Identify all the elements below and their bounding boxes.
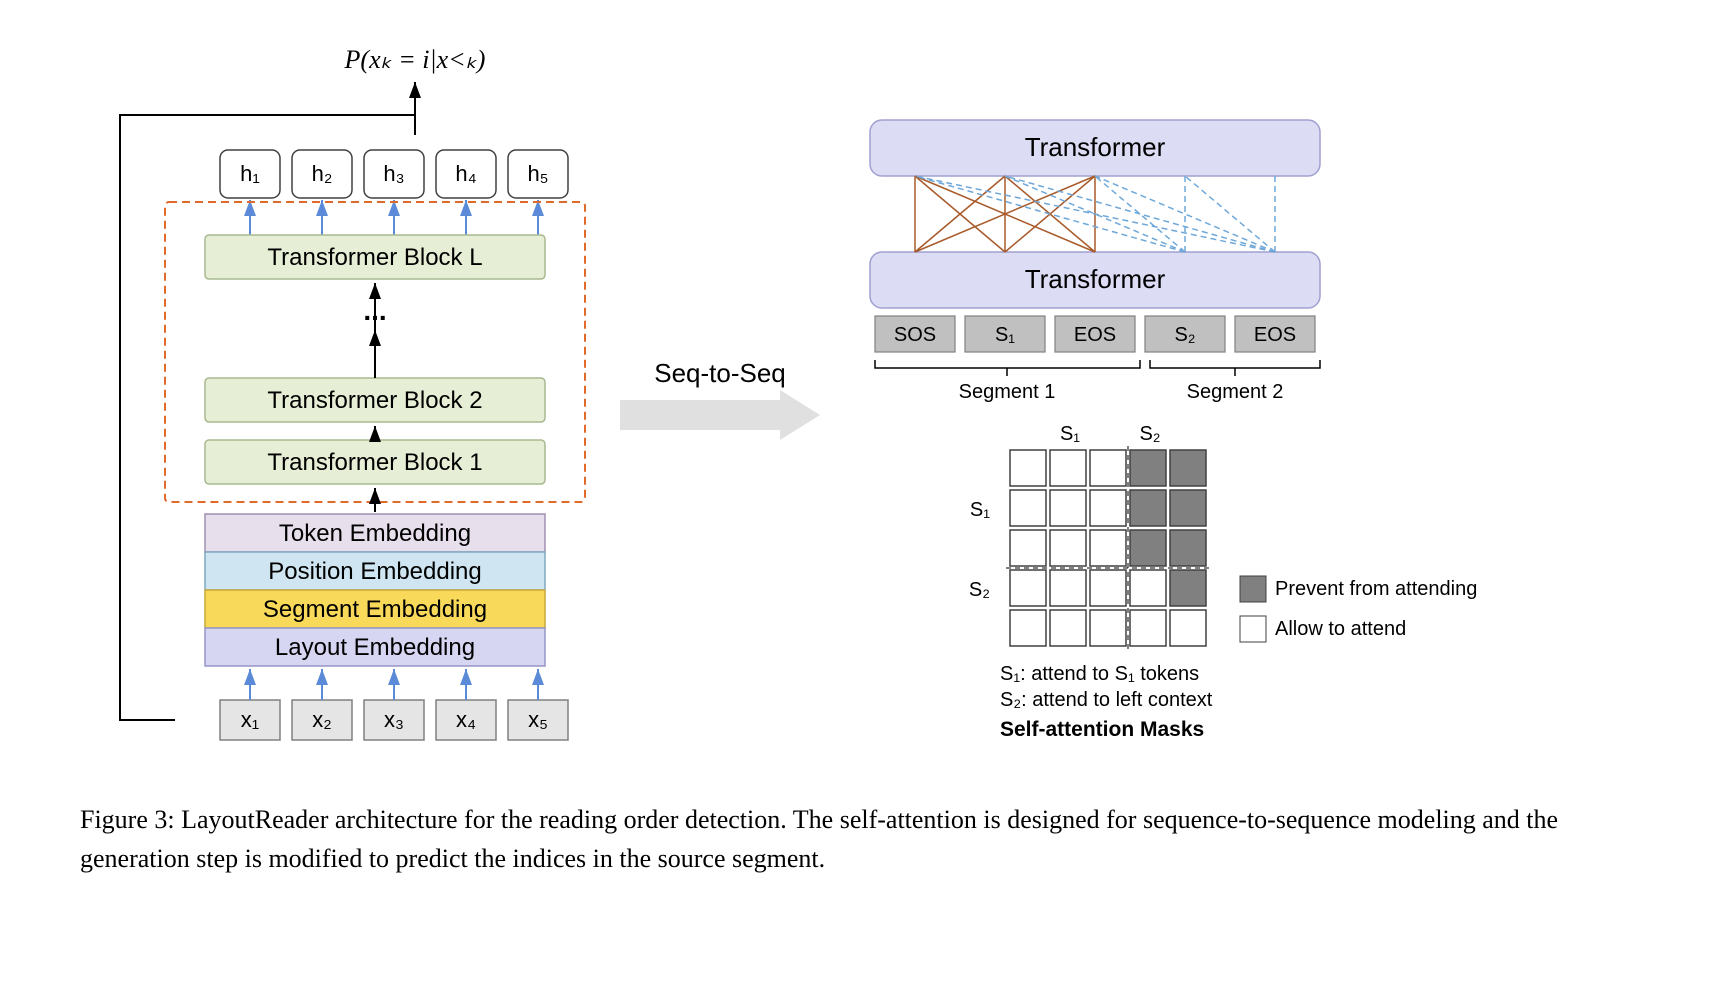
embedding-label: Layout Embedding <box>275 634 475 661</box>
x-label: x₄ <box>456 707 476 732</box>
segment1-label: Segment 1 <box>959 381 1056 403</box>
embedding-label: Token Embedding <box>279 520 471 547</box>
mask-cell <box>1170 450 1206 486</box>
block-ellipsis: ... <box>363 295 386 326</box>
mask-cell <box>1170 530 1206 566</box>
mask-grid: S₁ S₂ S₁ S₂ <box>969 423 1210 650</box>
h-label: h₃ <box>383 161 404 186</box>
embedding-label: Position Embedding <box>268 558 481 585</box>
mask-cell <box>1010 490 1046 526</box>
segment2-label: Segment 2 <box>1187 381 1284 403</box>
segment-braces: Segment 1 Segment 2 <box>875 360 1320 403</box>
h-label: h₂ <box>312 161 333 186</box>
left-panel: P(xₖ = i|x<ₖ) h₁ h₂ h₃ h₄ h₅ Transformer Blo… <box>120 45 585 740</box>
transformer-bot-label: Transformer <box>1025 264 1166 294</box>
token-label: S₁ <box>995 324 1015 346</box>
mask-cell <box>1130 490 1166 526</box>
mask-cell <box>1050 490 1086 526</box>
token-label: EOS <box>1254 324 1296 346</box>
mask-cell <box>1130 530 1166 566</box>
mask-legend: Prevent from attending Allow to attend <box>1240 576 1477 642</box>
mask-cell <box>1010 450 1046 486</box>
embedding-label: Segment Embedding <box>263 596 487 623</box>
legend-allow-swatch <box>1240 616 1266 642</box>
attn-line-dash <box>915 176 1185 252</box>
transformer-blocks: Transformer Block L Transformer Block 2 Tr… <box>205 235 545 512</box>
mask-row-s1: S₁ <box>970 499 990 521</box>
attn-line-dash <box>1005 176 1275 252</box>
x-label: x₁ <box>241 707 259 732</box>
x-row: x₁ x₂ x₃ x₄ x₅ <box>220 669 568 740</box>
mask-cell <box>1130 570 1166 606</box>
mask-cell <box>1090 530 1126 566</box>
attention-lines <box>915 176 1275 252</box>
figure-diagram: P(xₖ = i|x<ₖ) h₁ h₂ h₃ h₄ h₅ Transformer Blo… <box>80 20 1640 780</box>
mask-cell <box>1010 570 1046 606</box>
right-panel: Transformer Transformer SOS S₁ EOS S₂ EOS Se… <box>870 120 1477 741</box>
mask-cell <box>1130 610 1166 646</box>
mask-col-s1: S₁ <box>1060 423 1080 445</box>
legend-allow-label: Allow to attend <box>1275 618 1406 640</box>
mask-cell <box>1010 530 1046 566</box>
mask-cell <box>1170 570 1206 606</box>
x-label: x₂ <box>312 707 332 732</box>
mask-cell <box>1050 450 1086 486</box>
mask-cell <box>1090 570 1126 606</box>
mask-cell <box>1090 610 1126 646</box>
mask-cell <box>1050 610 1086 646</box>
prob-label: P(xₖ = i|x<ₖ) <box>344 45 486 74</box>
mask-cell <box>1050 570 1086 606</box>
seq2seq-label: Seq-to-Seq <box>654 358 786 388</box>
h-label: h₄ <box>455 161 476 186</box>
legend-prevent-label: Prevent from attending <box>1275 578 1477 600</box>
token-label: EOS <box>1074 324 1116 346</box>
mask-cell <box>1090 450 1126 486</box>
attn-line-dash <box>1185 176 1275 252</box>
mask-cell <box>1050 530 1086 566</box>
h-label: h₁ <box>240 161 260 186</box>
h-label: h₅ <box>527 161 548 186</box>
token-row: SOS S₁ EOS S₂ EOS <box>875 316 1315 352</box>
mask-cell <box>1090 490 1126 526</box>
center-arrow: Seq-to-Seq <box>620 358 820 440</box>
h-row: h₁ h₂ h₃ h₄ h₅ <box>220 150 568 235</box>
mask-title: Self-attention Masks <box>1000 718 1204 741</box>
embedding-stack: Token Embedding Position Embedding Segment… <box>205 514 545 666</box>
mask-cell <box>1010 610 1046 646</box>
mask-cell <box>1130 450 1166 486</box>
mask-row-s2: S₂ <box>969 579 990 601</box>
x-label: x₅ <box>528 707 548 732</box>
mask-cell <box>1170 490 1206 526</box>
transformer-block-label: Transformer Block 2 <box>267 387 482 414</box>
mask-col-s2: S₂ <box>1139 423 1160 445</box>
diagram-svg: P(xₖ = i|x<ₖ) h₁ h₂ h₃ h₄ h₅ Transformer Blo… <box>80 20 1640 780</box>
legend-prevent-swatch <box>1240 576 1266 602</box>
transformer-block-label: Transformer Block L <box>267 244 482 271</box>
x-label: x₃ <box>384 707 404 732</box>
big-arrow-icon <box>620 390 820 440</box>
mask-note2: S₂: attend to left context <box>1000 689 1213 711</box>
figure-caption: Figure 3: LayoutReader architecture for … <box>80 800 1640 878</box>
token-label: SOS <box>894 324 936 346</box>
transformer-block-label: Transformer Block 1 <box>267 449 482 476</box>
transformer-top-label: Transformer <box>1025 132 1166 162</box>
mask-note1: S₁: attend to S₁ tokens <box>1000 663 1199 685</box>
token-label: S₂ <box>1174 324 1195 346</box>
mask-cell <box>1170 610 1206 646</box>
